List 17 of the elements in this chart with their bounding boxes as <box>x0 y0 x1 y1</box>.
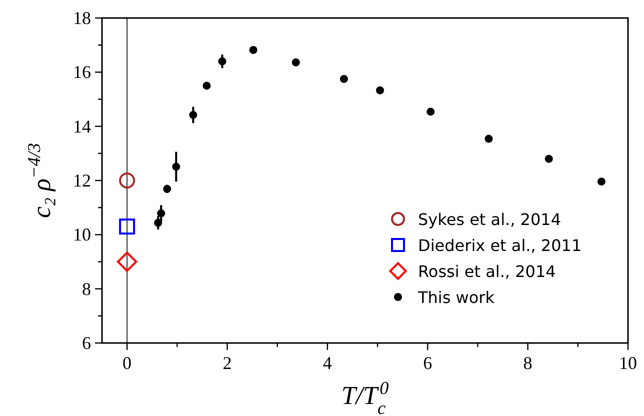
x-tick-label: 2 <box>222 353 232 373</box>
x-tick-label: 8 <box>523 353 532 373</box>
y-tick-label: 6 <box>82 333 91 353</box>
legend-label: Diederix et al., 2011 <box>418 236 582 255</box>
legend-label: Rossi et al., 2014 <box>418 262 556 281</box>
x-tick-label: 4 <box>322 353 332 373</box>
y-tick-label: 16 <box>73 62 91 82</box>
y-tick-label: 8 <box>82 278 91 299</box>
x-tick-label: 6 <box>423 353 432 373</box>
legend-label: Sykes et al., 2014 <box>418 210 562 229</box>
x-tick-label: 0 <box>122 353 132 373</box>
y-tick-label: 10 <box>73 224 91 245</box>
y-tick-label: 12 <box>73 170 91 190</box>
x-tick-label: 10 <box>619 353 637 373</box>
y-tick-label: 14 <box>73 116 91 136</box>
y-tick-label: 18 <box>73 8 91 28</box>
legend-label: This work <box>417 288 496 307</box>
